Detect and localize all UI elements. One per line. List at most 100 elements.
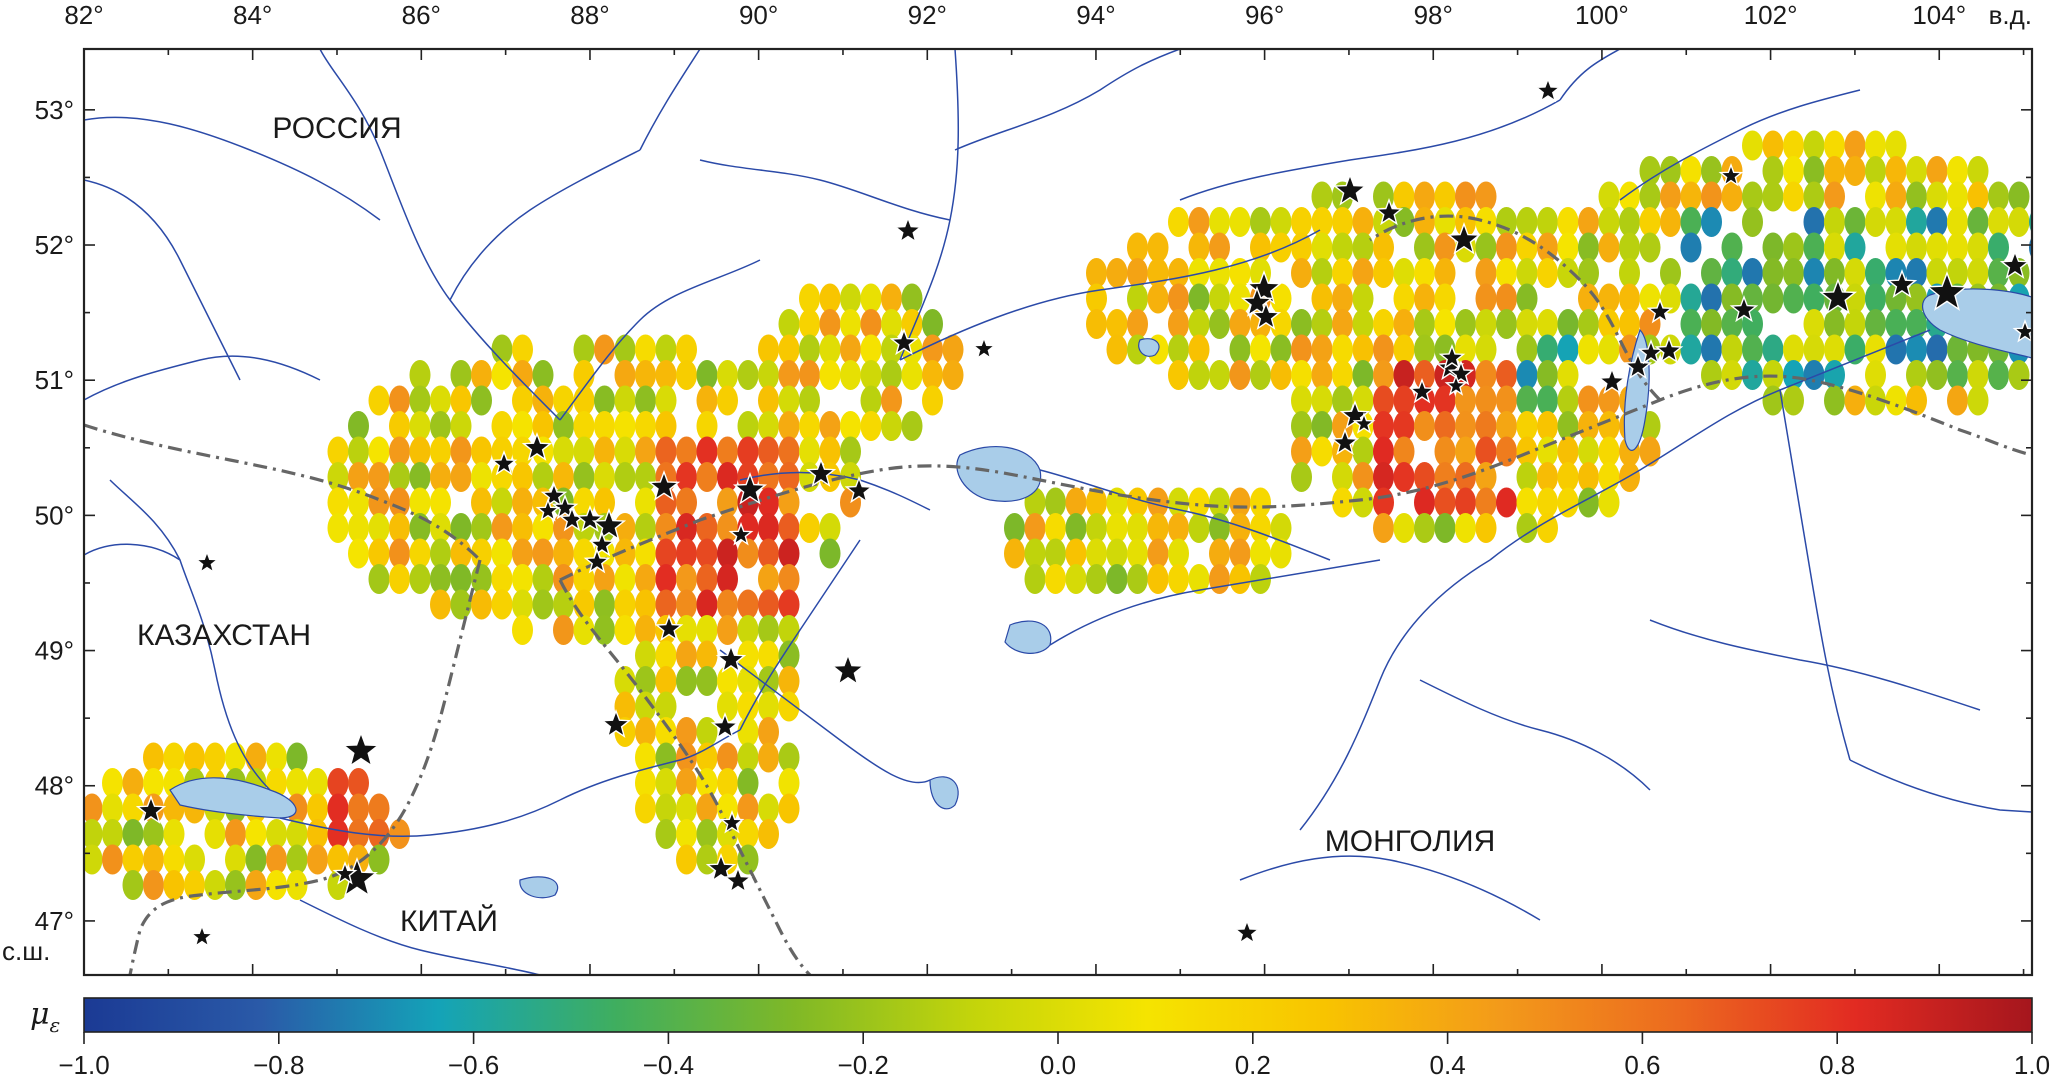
strain-cell — [102, 819, 123, 849]
strain-cell — [1106, 309, 1128, 339]
strain-cell — [1209, 513, 1230, 543]
strain-cell — [512, 487, 533, 518]
colorbar-tick-label: −1.0 — [58, 1050, 109, 1080]
strain-cell — [1352, 258, 1374, 288]
strain-cell — [1844, 207, 1866, 237]
strain-cell — [327, 462, 349, 492]
strain-cell — [655, 538, 677, 569]
strain-cell — [1783, 258, 1804, 288]
lake-khyargas — [1004, 620, 1052, 654]
strain-cell — [1250, 360, 1271, 390]
river-kan — [1179, 99, 1561, 201]
strain-cell — [614, 385, 636, 416]
strain-cell — [1414, 487, 1435, 518]
strain-cell — [1065, 487, 1087, 518]
strain-cell — [1865, 385, 1886, 416]
earthquake-star — [1718, 162, 1744, 187]
strain-cell — [573, 334, 595, 365]
strain-cell — [1516, 258, 1538, 288]
longitude-tick-label: 92° — [908, 0, 947, 30]
strain-cell — [532, 513, 554, 543]
strain-cell — [1188, 564, 1210, 594]
river-yenisei — [899, 49, 960, 361]
strain-cell — [1250, 564, 1271, 594]
strain-cell — [1086, 538, 1107, 569]
strain-cell — [1414, 462, 1435, 492]
strain-cell — [942, 360, 964, 390]
strain-cell — [1926, 181, 1948, 212]
strain-cell — [204, 819, 226, 849]
strain-cell — [799, 385, 820, 416]
strain-cell — [758, 691, 779, 722]
strain-cell — [1701, 334, 1722, 365]
strain-cell — [573, 462, 595, 492]
strain-cell — [1516, 207, 1538, 237]
strain-cell — [942, 334, 964, 365]
strain-cell — [1311, 411, 1333, 441]
strain-cell — [1803, 181, 1825, 212]
strain-cell — [389, 462, 410, 492]
strain-cell — [1557, 385, 1579, 416]
strain-cell — [163, 870, 185, 900]
strain-cell — [327, 793, 349, 824]
strain-cell — [1475, 309, 1497, 339]
strain-cell — [84, 793, 103, 824]
strain-cell — [635, 589, 656, 620]
strain-cell — [1332, 360, 1353, 390]
strain-cell — [655, 436, 677, 467]
strain-cell — [491, 538, 513, 569]
strain-cell — [1701, 181, 1722, 212]
strain-cell — [430, 513, 451, 543]
river-kazakh-2 — [84, 179, 241, 381]
strain-cell — [860, 360, 882, 390]
strain-cell — [1721, 360, 1743, 390]
strain-cell — [1967, 360, 1989, 390]
strain-cell — [737, 819, 759, 849]
strain-cell — [778, 309, 800, 339]
strain-cell — [1414, 411, 1435, 441]
strain-cell — [1680, 334, 1702, 365]
strain-cell — [1516, 513, 1538, 543]
strain-cell — [1885, 156, 1907, 186]
strain-cell — [778, 360, 800, 390]
strain-cell — [1537, 513, 1558, 543]
strain-cell — [184, 742, 205, 773]
strain-cell — [1229, 309, 1251, 339]
strain-cell — [532, 360, 554, 390]
strain-cell — [245, 844, 267, 875]
strain-cell — [1332, 411, 1353, 441]
strain-cell — [1578, 207, 1599, 237]
strain-cell — [1127, 258, 1148, 288]
strain-cell — [1291, 462, 1312, 492]
strain-cell — [1291, 207, 1312, 237]
strain-cell — [430, 411, 451, 441]
strain-cell — [1311, 232, 1333, 263]
strain-cell — [901, 411, 923, 441]
longitude-tick-label: 94° — [1076, 0, 1115, 30]
colorbar-ticks: −1.0 −0.8 −0.6 −0.4 −0.2 0.0 0.2 0.4 0.6 0.8 1.0 — [58, 1032, 2050, 1080]
strain-cell — [1619, 462, 1640, 492]
strain-cell — [1762, 156, 1784, 186]
strain-cell — [1598, 283, 1620, 314]
strain-cell — [819, 309, 841, 339]
earthquake-star — [1245, 270, 1283, 305]
strain-cell — [1967, 258, 1989, 288]
strain-cell — [737, 666, 759, 696]
strain-cell — [348, 768, 369, 798]
strain-cell — [471, 538, 492, 569]
strain-cell — [1393, 513, 1415, 543]
strain-cell — [1188, 360, 1210, 390]
earthquake-star — [889, 327, 919, 356]
strain-cell — [122, 819, 144, 849]
strain-cell — [635, 436, 656, 467]
strain-cell — [1352, 309, 1374, 339]
strain-cell — [286, 819, 308, 849]
strain-cell — [1188, 334, 1210, 365]
strain-cell — [1516, 334, 1538, 365]
border-china-mongolia — [558, 579, 812, 975]
strain-cell — [676, 615, 697, 645]
strain-cell — [758, 360, 779, 390]
strain-cell — [1947, 232, 1968, 263]
strain-cell — [1619, 309, 1640, 339]
strain-cell — [676, 487, 697, 518]
